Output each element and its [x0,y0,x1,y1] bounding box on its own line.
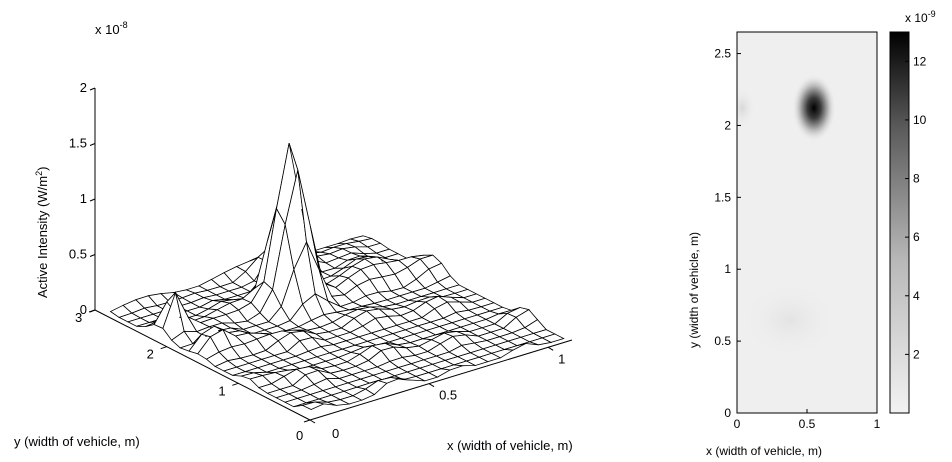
surface-y-tick-label: 3 [75,310,82,325]
colorbar-tick-label: 12 [913,54,927,68]
surface-z-axis-label: Active Intensity (W/m2) [34,167,50,298]
surface-y-tick [160,346,167,350]
surface-z-tick-label: 2 [80,80,87,95]
colorbar-ticks: 2 4 6 8 10 12 [905,54,927,361]
surface-y-tick-label: 2 [147,347,154,362]
surface-x-tick [309,419,316,424]
surface-x-tick-label: 0 [332,426,339,441]
surface-y-tick-label: 1 [218,383,225,398]
heatmap-y-tick-label: 1 [724,262,731,276]
heatmap-hotspot [792,74,836,142]
heatmap-shade-lower [740,280,840,360]
surface-x-tick-label: 0.5 [439,388,457,403]
surface-z-tick-label: 0.5 [69,247,87,262]
surface-z-tick [89,87,96,91]
heatmap-ticks: 0 0.5 1 0 0.5 1 1.5 2 2.5 [714,47,880,431]
surface-x-axis-label: x (width of vehicle, m) [447,438,573,453]
surface-x-axis-line [309,339,573,421]
surface-x-tick [428,383,435,388]
heatmap-shade-left [737,86,756,130]
heatmap-y-tick-label: 2 [724,118,731,132]
surface-y-tick-label: 0 [296,428,303,443]
surface-y-tick [303,419,311,423]
colorbar-tick-label: 2 [913,347,920,361]
surface-z-tick [89,309,96,313]
surface-y-tick [232,382,239,386]
surface-z-tick-label: 1.5 [69,136,87,151]
surface-x-tick-label: 1 [558,351,565,366]
surface-y-axis-label: y (width of vehicle, m) [14,434,140,449]
heatmap-x-tick-label: 1 [874,417,881,431]
heatmap-y-tick-label: 0.5 [714,334,731,348]
heatmap-plot: 0 0.5 100.511.522.5 y (width of vehicle, m… [687,9,936,458]
colorbar-tick-label: 8 [913,172,920,186]
surface-z-tick [89,198,96,202]
surface-exponent-label: x 10-8 [95,20,128,37]
surface-mesh [109,143,565,410]
surface-z-tick-label: 0 [80,302,87,317]
surface-z-tick [89,254,96,257]
heatmap-x-tick-label: 0.5 [799,417,816,431]
heatmap-field [737,74,840,360]
surface-y-axis-line [94,309,311,421]
colorbar-exponent-label: x 10-9 [905,9,936,25]
heatmap-y-tick-label: 1.5 [714,190,731,204]
surface-z-tick [89,143,96,146]
heatmap-x-tick-label: 0 [734,417,741,431]
surface-x-tick [547,346,554,351]
heatmap-x-axis-label: x (width of vehicle, m) [706,444,822,458]
heatmap-y-tick-label: 2.5 [714,47,731,61]
surface-z-tick-label: 1 [80,191,87,206]
colorbar-tick-label: 4 [913,289,920,303]
colorbar-tick-label: 6 [913,230,920,244]
heatmap-y-axis-label: y (width of vehicle, m) [687,232,701,348]
colorbar-tick-label: 10 [913,113,927,127]
heatmap-y-tick-label: 0 [724,406,731,420]
colorbar [889,31,910,414]
surface-mesh-cell [541,333,565,343]
